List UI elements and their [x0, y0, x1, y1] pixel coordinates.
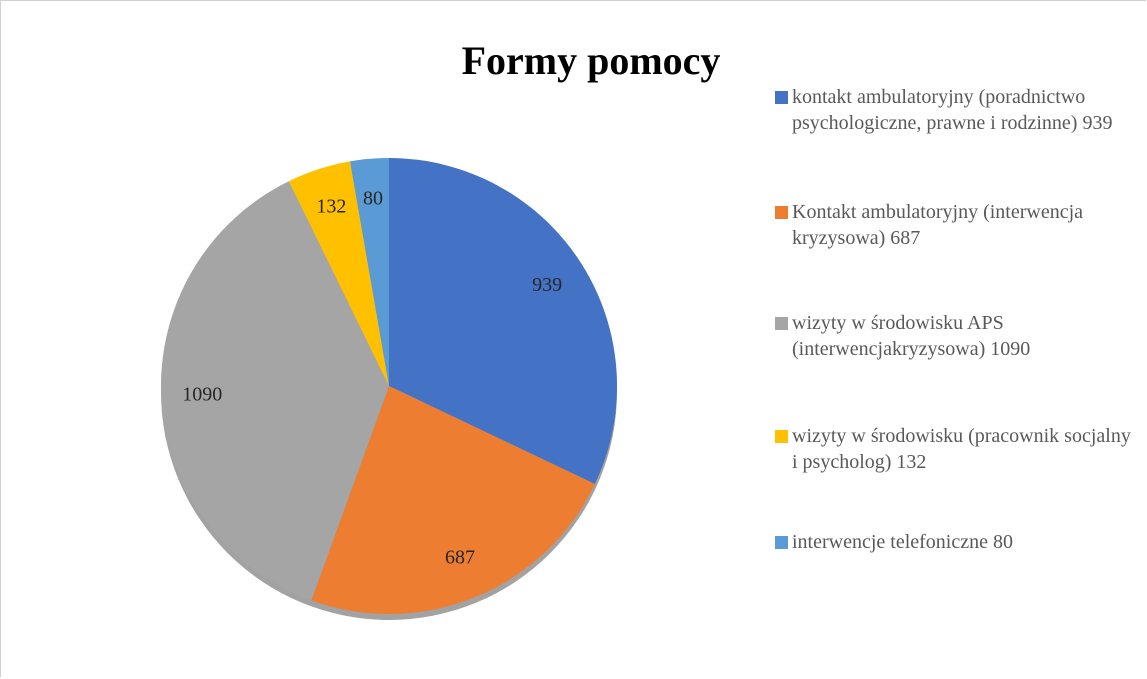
legend-swatch — [775, 317, 788, 330]
legend-item: kontakt ambulatoryjny (poradnictwo psych… — [775, 84, 1135, 136]
legend-item: wizyty w środowisku APS (interwencjakryz… — [775, 310, 1135, 362]
legend-item: interwencje telefoniczne 80 — [775, 529, 1135, 555]
pie-slice — [311, 386, 595, 614]
data-label: 1090 — [182, 384, 222, 406]
legend-item: Kontakt ambulatoryjny (interwencja kryzy… — [775, 199, 1135, 251]
pie-slice — [288, 161, 389, 386]
data-label: 80 — [363, 187, 383, 209]
legend-swatch — [775, 91, 788, 104]
pie-slice — [350, 158, 389, 386]
legend-label: kontakt ambulatoryjny (poradnictwo psych… — [792, 86, 1113, 134]
legend-swatch — [775, 536, 788, 549]
legend-label: wizyty w środowisku (pracownik socjalny … — [792, 425, 1131, 473]
legend-label: interwencje telefoniczne 80 — [792, 531, 1013, 553]
legend-swatch — [775, 430, 788, 443]
legend-swatch — [775, 206, 788, 219]
data-label: 939 — [532, 274, 562, 296]
chart-title: Formy pomocy — [462, 38, 721, 83]
legend-item: wizyty w środowisku (pracownik socjalny … — [775, 423, 1135, 475]
legend-label: Kontakt ambulatoryjny (interwencja kryzy… — [792, 201, 1084, 249]
legend-label: wizyty w środowisku APS (interwencjakryz… — [792, 312, 1031, 360]
pie-slice — [161, 181, 389, 601]
pie-slice — [389, 158, 617, 484]
data-label: 132 — [316, 196, 346, 218]
data-label: 687 — [445, 547, 475, 569]
